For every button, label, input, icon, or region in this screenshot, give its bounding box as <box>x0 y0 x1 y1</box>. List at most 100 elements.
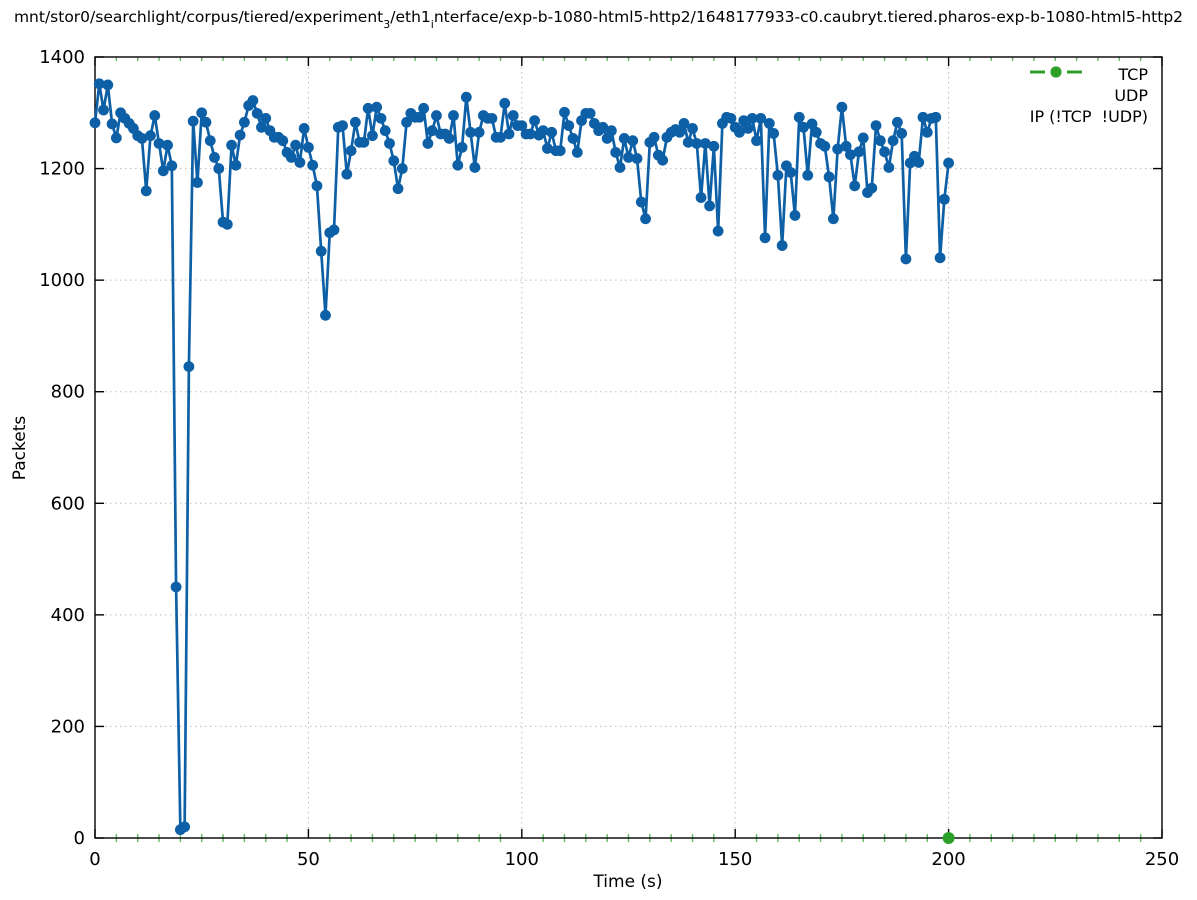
legend-label-udp: UDP <box>1114 86 1148 105</box>
ip-point-marker <box>942 832 955 844</box>
y-tick-label: 800 <box>51 382 85 403</box>
tcp-point-marker <box>845 149 856 161</box>
tcp-point-marker <box>503 128 515 140</box>
y-tick-label: 400 <box>51 605 85 626</box>
tcp-point-marker <box>708 140 720 152</box>
tcp-point-marker <box>290 139 301 151</box>
tcp-point-marker <box>584 107 596 119</box>
tcp-point-marker <box>392 183 404 195</box>
tcp-point-marker <box>516 120 528 132</box>
tcp-point-marker <box>149 110 161 121</box>
tcp-point-marker <box>93 78 105 90</box>
tcp-point-marker <box>542 143 553 154</box>
tcp-point-marker <box>157 165 169 177</box>
tcp-point-marker <box>849 180 861 192</box>
tcp-point-marker <box>136 133 148 144</box>
tcp-point-marker <box>789 210 801 221</box>
tcp-point-marker <box>853 146 865 158</box>
tcp-point-marker <box>234 129 246 141</box>
tcp-point-marker <box>857 132 869 144</box>
tcp-point-marker <box>110 132 122 144</box>
y-axis-label: Packets <box>10 415 30 481</box>
tcp-point-marker <box>384 138 395 149</box>
tcp-point-marker <box>606 125 617 137</box>
tcp-point-marker <box>687 123 698 134</box>
tcp-point-marker <box>563 120 575 132</box>
tcp-point-marker <box>426 125 438 137</box>
tcp-point-marker <box>162 139 173 151</box>
tcp-point-marker <box>879 146 890 158</box>
tcp-point-marker <box>495 131 506 143</box>
tcp-point-marker <box>772 169 784 181</box>
tcp-point-marker <box>166 160 178 172</box>
tcp-point-marker <box>806 118 818 130</box>
tcp-point-marker <box>746 112 758 124</box>
tcp-point-marker <box>704 200 715 212</box>
tcp-point-marker <box>230 159 242 171</box>
tcp-point-marker <box>866 182 878 194</box>
tcp-point-marker <box>320 309 331 321</box>
tcp-point-marker <box>930 111 942 123</box>
tcp-point-marker <box>277 135 289 147</box>
tcp-point-marker <box>874 135 886 147</box>
title-subscript-3: 3 <box>383 18 391 30</box>
tcp-point-marker <box>524 128 536 140</box>
y-tick-label: 600 <box>51 493 85 514</box>
tcp-point-marker <box>943 157 954 169</box>
tcp-point-marker <box>89 117 101 129</box>
tcp-point-marker <box>776 240 788 251</box>
tcp-point-marker <box>832 143 844 155</box>
tcp-point-marker <box>823 171 835 183</box>
tcp-point-marker <box>452 159 464 171</box>
tcp-point-marker <box>712 225 724 237</box>
tcp-point-marker <box>337 120 348 132</box>
tcp-point-marker <box>196 107 208 119</box>
x-tick-label: 250 <box>1145 849 1179 870</box>
tcp-point-marker <box>469 162 481 173</box>
tcp-point-marker <box>307 159 319 171</box>
tcp-point-marker <box>759 232 771 244</box>
tcp-point-marker <box>597 121 609 133</box>
tcp-point-marker <box>571 146 583 158</box>
tcp-point-marker <box>640 213 651 225</box>
tcp-point-marker <box>486 112 498 124</box>
x-tick-label: 100 <box>505 849 539 870</box>
tcp-point-marker <box>529 115 541 126</box>
tcp-point-marker <box>537 125 549 137</box>
tcp-point-marker <box>443 133 455 144</box>
tcp-point-marker <box>187 115 199 127</box>
plot-border <box>94 56 1163 839</box>
tcp-point-marker <box>913 157 925 168</box>
tcp-point-marker <box>456 141 468 153</box>
tcp-point-marker <box>648 131 660 143</box>
tcp-point-marker <box>567 133 579 144</box>
tcp-point-marker <box>345 145 357 157</box>
title-subscript-i: i <box>430 18 434 30</box>
tcp-point-marker <box>367 130 378 142</box>
tcp-point-marker <box>682 136 694 148</box>
tcp-point-marker <box>213 163 225 174</box>
tcp-point-marker <box>98 104 109 116</box>
tcp-point-marker <box>819 140 831 152</box>
tcp-point-marker <box>315 245 327 257</box>
tcp-point-marker <box>251 107 263 119</box>
tcp-point-marker <box>554 145 566 157</box>
x-tick-label: 0 <box>89 849 100 870</box>
tcp-point-marker <box>635 196 647 208</box>
tcp-point-marker <box>559 106 570 118</box>
tcp-point-marker <box>448 110 459 121</box>
y-tick-label: 1400 <box>39 47 85 68</box>
tcp-point-marker <box>763 117 775 129</box>
tcp-point-marker <box>388 155 400 167</box>
tcp-point-marker <box>358 136 370 148</box>
tcp-point-marker <box>614 162 626 173</box>
tcp-point-marker <box>145 130 156 142</box>
tcp-point-marker <box>798 121 809 133</box>
tcp-point-marker <box>473 126 485 138</box>
tcp-point-marker <box>802 169 814 181</box>
tcp-point-marker <box>938 193 950 205</box>
legend-row-ip-other: IP (!TCP !UDP) <box>1029 66 1148 126</box>
tcp-point-marker <box>883 162 895 173</box>
